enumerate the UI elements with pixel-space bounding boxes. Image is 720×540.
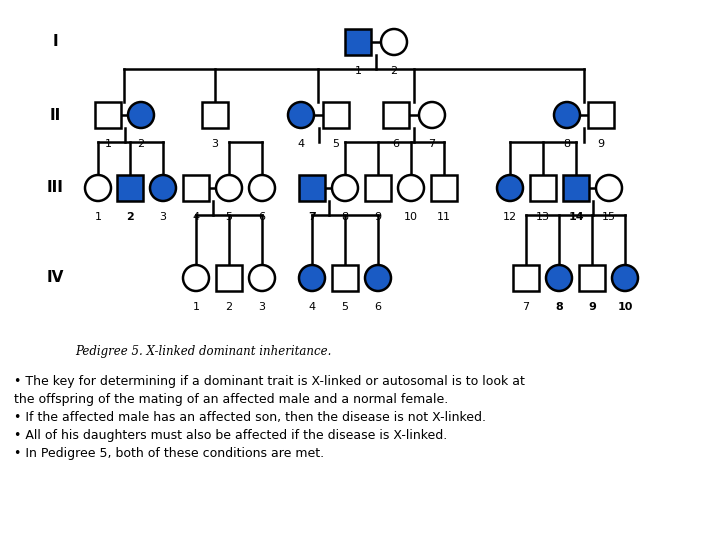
Circle shape — [249, 265, 275, 291]
Circle shape — [85, 175, 111, 201]
Circle shape — [299, 265, 325, 291]
Bar — [332, 265, 358, 291]
Text: 1: 1 — [354, 66, 361, 76]
Bar — [513, 265, 539, 291]
Text: 5: 5 — [341, 302, 348, 312]
Bar — [365, 175, 391, 201]
Text: 2: 2 — [225, 302, 233, 312]
Circle shape — [554, 102, 580, 128]
Circle shape — [612, 265, 638, 291]
Bar — [216, 265, 242, 291]
Text: 1: 1 — [94, 212, 102, 222]
Bar — [183, 175, 209, 201]
Text: 3: 3 — [212, 139, 218, 149]
Text: 10: 10 — [617, 302, 633, 312]
Text: 2: 2 — [126, 212, 134, 222]
Text: IV: IV — [46, 271, 63, 286]
Text: 9: 9 — [374, 212, 382, 222]
Bar — [579, 265, 605, 291]
Text: • All of his daughters must also be affected if the disease is X-linked.: • All of his daughters must also be affe… — [14, 429, 447, 442]
Circle shape — [183, 265, 209, 291]
Circle shape — [150, 175, 176, 201]
Text: II: II — [50, 107, 60, 123]
Text: 7: 7 — [308, 212, 316, 222]
Bar — [431, 175, 457, 201]
Circle shape — [288, 102, 314, 128]
Text: 15: 15 — [602, 212, 616, 222]
Bar — [563, 175, 589, 201]
Bar — [323, 102, 349, 128]
Text: 10: 10 — [404, 212, 418, 222]
Text: 6: 6 — [392, 139, 400, 149]
Circle shape — [249, 175, 275, 201]
Text: 9: 9 — [588, 302, 596, 312]
Text: 3: 3 — [160, 212, 166, 222]
Circle shape — [365, 265, 391, 291]
Circle shape — [398, 175, 424, 201]
Circle shape — [332, 175, 358, 201]
Text: the offspring of the mating of an affected male and a normal female.: the offspring of the mating of an affect… — [14, 393, 449, 406]
Bar — [383, 102, 409, 128]
Text: 5: 5 — [333, 139, 340, 149]
Circle shape — [419, 102, 445, 128]
Circle shape — [216, 175, 242, 201]
Circle shape — [497, 175, 523, 201]
Text: • The key for determining if a dominant trait is X-linked or autosomal is to loo: • The key for determining if a dominant … — [14, 375, 525, 388]
Bar — [117, 175, 143, 201]
Circle shape — [381, 29, 407, 55]
Text: 6: 6 — [258, 212, 266, 222]
Text: 4: 4 — [192, 212, 199, 222]
Circle shape — [546, 265, 572, 291]
Bar — [345, 29, 371, 55]
Text: 4: 4 — [297, 139, 305, 149]
Text: 4: 4 — [308, 302, 315, 312]
Circle shape — [596, 175, 622, 201]
Text: 13: 13 — [536, 212, 550, 222]
Text: 12: 12 — [503, 212, 517, 222]
Text: 8: 8 — [341, 212, 348, 222]
Text: I: I — [52, 35, 58, 50]
Text: 2: 2 — [138, 139, 145, 149]
Text: Pedigree 5. X-linked dominant inheritance.: Pedigree 5. X-linked dominant inheritanc… — [75, 345, 331, 358]
Text: 8: 8 — [564, 139, 570, 149]
Text: • If the affected male has an affected son, then the disease is not X-linked.: • If the affected male has an affected s… — [14, 411, 486, 424]
Text: 11: 11 — [437, 212, 451, 222]
Text: • In Pedigree 5, both of these conditions are met.: • In Pedigree 5, both of these condition… — [14, 447, 324, 460]
Text: 6: 6 — [374, 302, 382, 312]
Bar — [588, 102, 614, 128]
Text: 7: 7 — [428, 139, 436, 149]
Text: 3: 3 — [258, 302, 266, 312]
Bar — [299, 175, 325, 201]
Text: 2: 2 — [390, 66, 397, 76]
Text: III: III — [47, 180, 63, 195]
Text: 8: 8 — [555, 302, 563, 312]
Text: 5: 5 — [225, 212, 233, 222]
Text: 1: 1 — [192, 302, 199, 312]
Text: 9: 9 — [598, 139, 605, 149]
Text: 7: 7 — [523, 302, 530, 312]
Circle shape — [128, 102, 154, 128]
Text: 1: 1 — [104, 139, 112, 149]
Text: 14: 14 — [568, 212, 584, 222]
Bar — [530, 175, 556, 201]
Bar — [95, 102, 121, 128]
Bar — [202, 102, 228, 128]
